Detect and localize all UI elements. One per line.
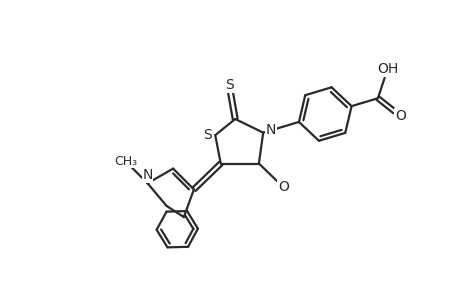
Text: O: O	[394, 109, 405, 123]
Text: CH₃: CH₃	[113, 154, 137, 168]
Text: N: N	[142, 169, 152, 182]
Text: S: S	[202, 128, 211, 142]
Text: S: S	[224, 78, 233, 92]
Text: OH: OH	[376, 62, 397, 76]
Text: O: O	[278, 180, 288, 194]
Text: N: N	[265, 123, 276, 137]
